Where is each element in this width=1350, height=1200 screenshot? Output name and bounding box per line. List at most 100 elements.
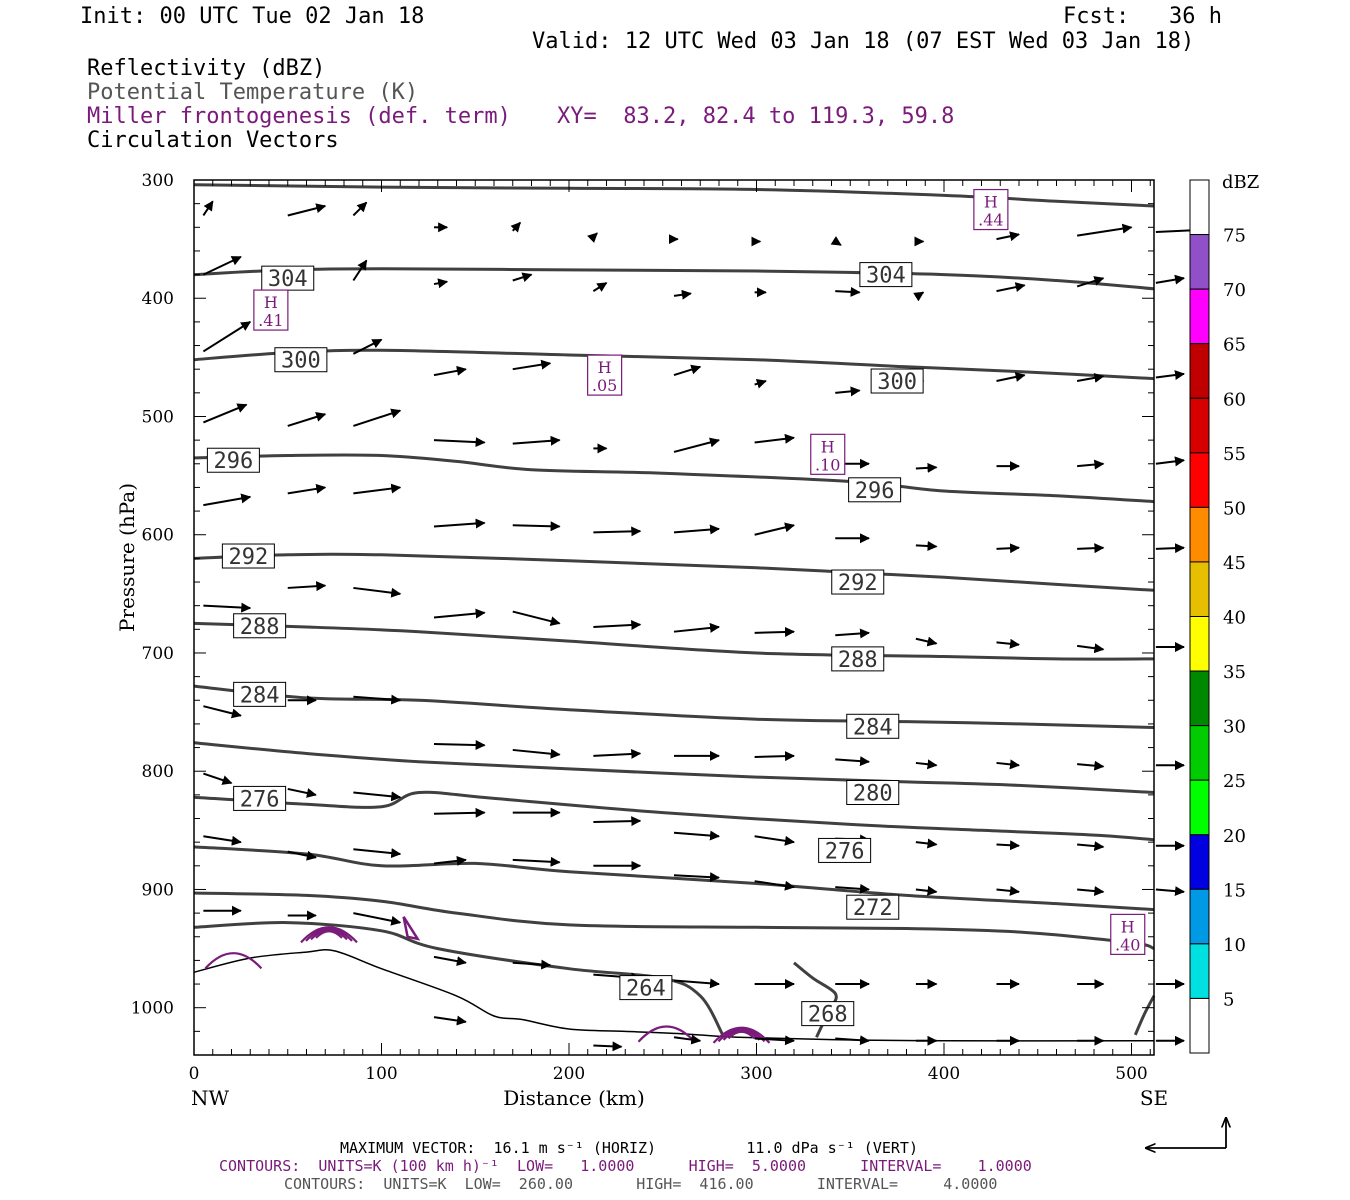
circulation-vector (353, 586, 402, 598)
theta-label: 284 (240, 683, 280, 708)
theta-label-box (233, 613, 287, 639)
theta-contour-276 (193, 790, 1155, 842)
theta-label-box (846, 894, 900, 920)
circulation-vector (512, 272, 533, 283)
theta-label: 288 (240, 615, 280, 640)
theta-contour-288 (193, 621, 1155, 661)
circulation-vector (1076, 372, 1105, 383)
circulation-vector (433, 365, 467, 377)
theta-label: 296 (214, 449, 254, 474)
field-circulation-vectors: Circulation Vectors (87, 128, 339, 153)
circulation-vector (512, 521, 561, 532)
circulation-vector (1076, 276, 1105, 288)
colorbar-label: 55 (1223, 444, 1246, 465)
colorbar-label: 15 (1223, 880, 1246, 901)
theta-label-box (619, 975, 673, 1001)
circulation-vector (835, 628, 870, 639)
circulation-vector (203, 705, 242, 719)
frontogenesis-max-label: H (821, 437, 835, 456)
circulation-vector (587, 232, 598, 244)
theta-label-box (859, 262, 913, 288)
circulation-vector (433, 437, 486, 448)
circulation-vector (835, 386, 861, 397)
circulation-vector (353, 694, 402, 705)
frontogenesis-max-value: .44 (978, 211, 1003, 230)
x-tick-label: 100 (365, 1064, 397, 1084)
circulation-vector (433, 278, 449, 289)
x-end-label-right: SE (1140, 1086, 1168, 1110)
theta-label-box (846, 713, 900, 739)
theta-label-box (818, 837, 872, 863)
circulation-vector (673, 830, 720, 841)
circulation-vector (673, 289, 692, 300)
colorbar-label: 45 (1223, 553, 1246, 574)
frontogenesis-contour (637, 1025, 696, 1043)
frontogenesis-max-box (1110, 913, 1146, 955)
y-axis-label: Pressure (hPa) (115, 483, 139, 632)
colorbar-segment (1189, 506, 1210, 563)
x-tick-label: 300 (740, 1064, 772, 1084)
circulation-vector (754, 626, 795, 637)
circulation-vector (996, 759, 1020, 770)
circulation-vector (673, 978, 720, 989)
circulation-vector (915, 838, 938, 849)
circulation-vector (512, 359, 552, 371)
colorbar-segment (1189, 725, 1210, 781)
circulation-vector (433, 1015, 467, 1026)
circulation-vector (353, 408, 402, 427)
circulation-vector (754, 522, 795, 536)
circulation-vector (754, 1035, 795, 1046)
colorbar-segment (1189, 943, 1210, 999)
frontogenesis-max-box (587, 354, 623, 396)
circulation-vector (593, 816, 642, 827)
colorbar-label: 25 (1223, 771, 1246, 792)
circulation-vector (352, 201, 368, 217)
circulation-vector (287, 787, 317, 798)
frontogenesis-max-box (810, 433, 846, 475)
field-frontogenesis: Miller frontogenesis (def. term) (87, 104, 511, 129)
circulation-vector (287, 483, 327, 495)
circulation-vector (754, 835, 795, 846)
frontogenesis-max-box (973, 188, 1009, 231)
circulation-vector (512, 748, 561, 759)
circulation-vector (433, 855, 467, 866)
circulation-vector (1155, 456, 1185, 467)
circulation-vector (996, 638, 1020, 649)
circulation-vector (203, 493, 252, 507)
colorbar-segment (1189, 561, 1210, 617)
colorbar-units: dBZ (1222, 172, 1259, 193)
circulation-vector (835, 883, 870, 894)
circulation-vector (202, 255, 242, 276)
frontogenesis-max-box (253, 289, 289, 331)
forecast-hour: Fcst: 36 h (1063, 4, 1222, 29)
circulation-vector (287, 850, 317, 861)
circulation-vector (1155, 543, 1185, 554)
circulation-vector (996, 282, 1026, 293)
circulation-vector (996, 372, 1026, 382)
colorbar-segment (1189, 834, 1210, 890)
colorbar-segment (1189, 234, 1210, 290)
circulation-vector (512, 610, 561, 627)
circulation-vector (203, 602, 252, 613)
reference-vector-arrow (1146, 1118, 1226, 1148)
theta-contour-304 (193, 267, 1155, 291)
theta-label: 276 (825, 839, 865, 864)
circulation-vector (996, 840, 1020, 851)
circulation-vector (287, 412, 327, 427)
theta-label: 272 (853, 896, 893, 921)
colorbar-label: 60 (1223, 389, 1246, 410)
frontogenesis-contour (315, 930, 343, 939)
frontogenesis-contour (305, 927, 353, 942)
theta-label-box (870, 368, 924, 394)
x-axis-label: Distance (km) (503, 1086, 645, 1110)
theta-label-box (206, 447, 260, 473)
theta-label-box (801, 1001, 855, 1027)
circulation-vector (352, 259, 368, 282)
init-time: Init: 00 UTC Tue 02 Jan 18 (80, 4, 425, 29)
x-tick-label: 0 (189, 1064, 200, 1084)
theta-label-box (274, 347, 328, 373)
circulation-vector (754, 433, 795, 444)
colorbar-label: 30 (1223, 717, 1246, 738)
circulation-vector (203, 772, 233, 785)
